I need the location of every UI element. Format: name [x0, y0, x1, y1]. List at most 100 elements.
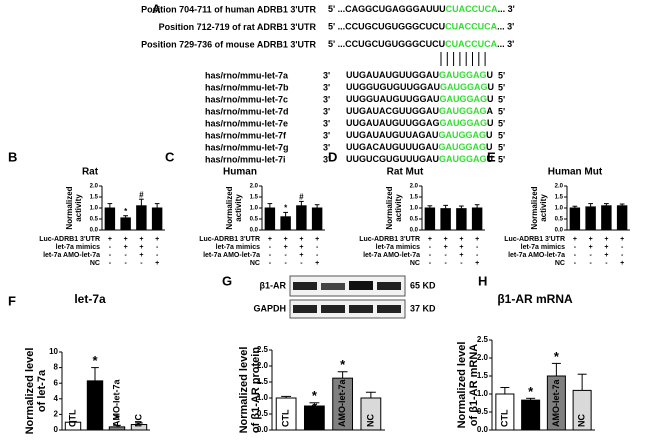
seq-part: U [487, 70, 494, 80]
condition-sign: + [589, 236, 593, 243]
condition-sign: + [299, 244, 303, 251]
y-axis-label: Normalized [65, 186, 74, 229]
y-tick-label: 1.5 [410, 195, 419, 201]
significance: * [312, 388, 318, 403]
condition-label: let-7a mimics [216, 244, 260, 251]
y-axis-label: Normalized level [456, 342, 468, 429]
y-tick-label: 0.0 [477, 425, 489, 434]
condition-sign: - [140, 260, 143, 267]
seed: GAUGGAG [439, 154, 487, 164]
condition-label: let-7a mimics [376, 244, 420, 251]
seq-part: UUGGUAUGUUGGAU [346, 94, 440, 104]
y-tick-label: 2.0 [250, 184, 259, 190]
y-axis-label: Normalized [225, 186, 234, 229]
panel-letter: D [328, 149, 337, 164]
condition-sign: - [476, 244, 479, 251]
condition-sign: - [269, 260, 272, 267]
mirna-seq: UUGAUAUGUUAGAUGAUGGAGU [346, 130, 493, 140]
y-tick-label: 8 [54, 363, 59, 372]
bar-label: AMO-let-7a [337, 379, 347, 427]
strand-end: 3' [323, 130, 330, 140]
condition-sign: - [124, 260, 127, 267]
bar-label: let-7a [89, 402, 99, 427]
condition-sign: + [620, 236, 624, 243]
chart-title: Rat Mut [387, 167, 424, 178]
condition-sign: - [429, 244, 432, 251]
y-tick-label: 2.0 [555, 184, 564, 190]
seq-part: UUGAUACGUUGGAU [346, 106, 439, 116]
bar [136, 205, 147, 231]
y-tick-label: 1.0 [90, 206, 99, 212]
condition-sign: - [109, 260, 112, 267]
chart-title: Rat [82, 167, 99, 178]
condition-sign: - [589, 252, 592, 259]
strand-end: 3' [323, 94, 330, 104]
strand-end: 5' [498, 130, 505, 140]
y-tick-label: 2.0 [410, 184, 419, 190]
seq-part: ... 3' [498, 4, 515, 14]
condition-sign: + [155, 260, 159, 267]
y-tick-label: 2.0 [257, 361, 269, 370]
y-axis-label: activity [234, 194, 243, 222]
y-tick-label: 1.5 [555, 195, 564, 201]
y-tick-label: 0.5 [90, 217, 99, 223]
y-tick-label: 0.0 [410, 228, 419, 234]
y-tick-label: 2.0 [477, 353, 489, 362]
target-seq: 5' ...CCUGCUGUGGGCUCUCUACCUCA... 3' [328, 22, 514, 32]
seq-part: A [487, 106, 494, 116]
panel-letter: A [152, 2, 161, 16]
condition-label: Luc-ADRB1 3'UTR [39, 236, 100, 243]
mirna-name: has/rno/mmu-let-7i [205, 154, 286, 164]
y-tick-label: 2.0 [90, 184, 99, 190]
y-tick-label: 4 [54, 394, 59, 403]
bar-label: NC [365, 414, 375, 427]
blot-bands [293, 281, 401, 313]
target-label: Position 712-719 of rat ADRB1 3'UTR [159, 22, 317, 32]
condition-sign: - [621, 252, 624, 259]
y-axis-label: Normalized [530, 186, 539, 229]
bar [264, 207, 276, 231]
y-tick-label: 2.5 [477, 335, 489, 344]
bar-label: AMO-let-7a [111, 379, 121, 427]
condition-label: NC [410, 260, 420, 267]
condition-sign: - [460, 260, 463, 267]
panel-letter: G [222, 273, 232, 288]
y-tick-label: 0.5 [250, 217, 259, 223]
seed-site: CUACCUCA [445, 22, 497, 32]
significance: * [124, 207, 128, 216]
condition-sign: - [316, 244, 319, 251]
condition-sign: - [156, 244, 159, 251]
condition-sign: - [300, 260, 303, 267]
condition-sign: - [621, 244, 624, 251]
mirna-seq: UUGUCGUGUUUGAUGAUGGAGU [346, 154, 493, 164]
condition-label: Luc-ADRB1 3'UTR [359, 236, 420, 243]
panel-letter: B [8, 149, 17, 164]
bar [616, 205, 628, 231]
bar [311, 207, 323, 231]
bar [471, 207, 483, 231]
y-axis-label: activity [539, 194, 548, 222]
condition-sign: + [589, 244, 593, 251]
condition-label: let-7a AMO-let-7a [203, 252, 260, 259]
y-axis-label: of let-7a [36, 369, 48, 412]
y-tick-label: 1.0 [555, 206, 564, 212]
y-tick-label: 0.5 [410, 217, 419, 223]
significance: * [92, 353, 98, 368]
significance: * [284, 204, 288, 213]
mirna-seq: UUGGUAUGUUGGAUGAUGGAGU [346, 94, 494, 104]
seq-part: ... 3' [497, 39, 514, 49]
condition-sign: + [475, 260, 479, 267]
panel-letter: C [165, 149, 175, 164]
y-tick-label: 1.5 [250, 195, 259, 201]
condition-sign: + [604, 252, 608, 259]
condition-sign: - [574, 252, 577, 259]
target-label: Position 729-736 of mouse ADRB1 3'UTR [141, 39, 316, 49]
seq-part: UUGAUAUGUUGGAU [346, 70, 439, 80]
strand-end: 5' [498, 118, 505, 128]
mirna-name: has/rno/mmu-let-7f [205, 130, 287, 140]
y-axis-label: of β1-AR mRNA [468, 344, 480, 427]
significance: * [554, 349, 560, 364]
condition-label: NC [555, 260, 565, 267]
significance: # [139, 190, 144, 199]
y-axis-label: Normalized level [24, 348, 36, 435]
